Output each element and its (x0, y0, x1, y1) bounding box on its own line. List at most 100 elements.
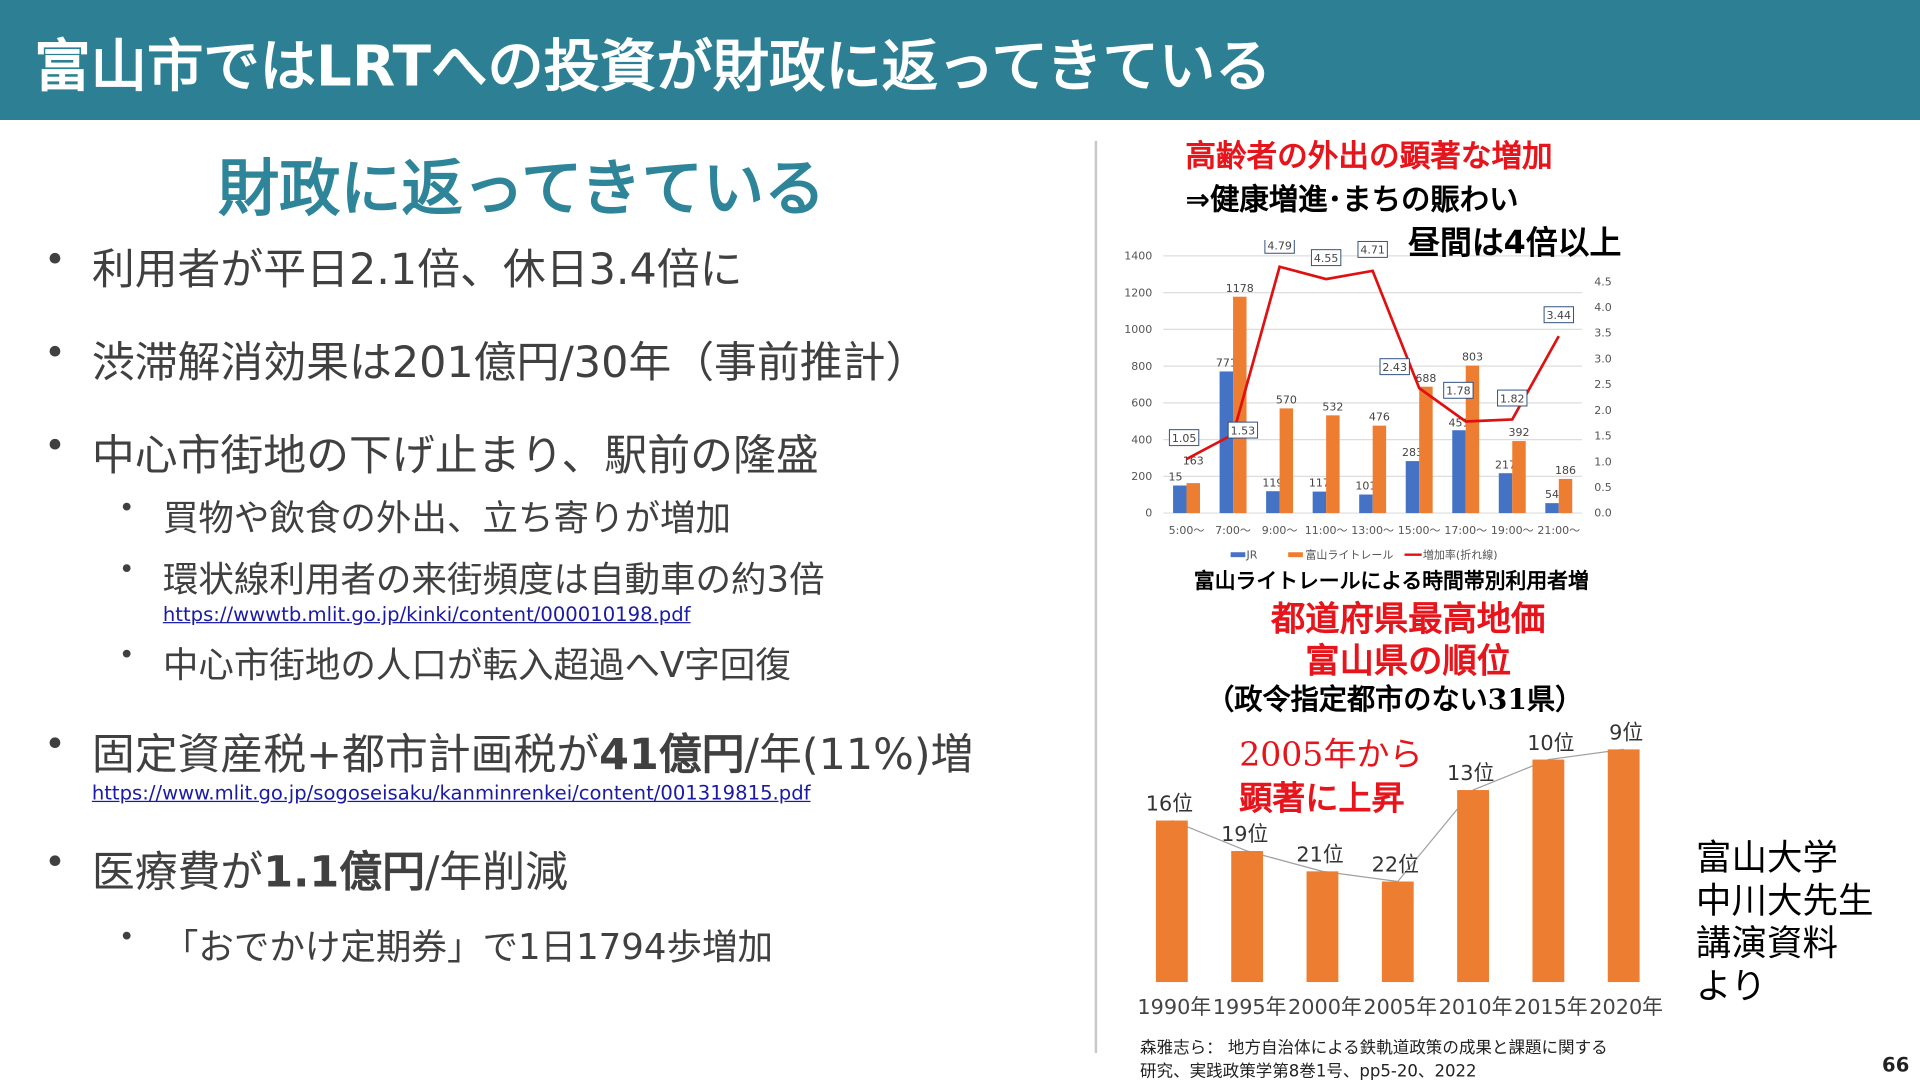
line-label-box (1357, 240, 1388, 258)
y2-tick-label: 4.0 (1594, 301, 1612, 314)
y2-tick-label: 1.5 (1594, 430, 1612, 443)
bar-lightrail (1372, 425, 1387, 514)
source-line: 中川大先生 (1695, 879, 1874, 921)
legend-lightrail-swatch (1288, 552, 1303, 558)
bar-lightrail (1558, 478, 1573, 514)
land-price-title: 都道府県最高地価 (1271, 598, 1546, 640)
page-number: 66 (1882, 1053, 1910, 1077)
bar-lightrail (1512, 441, 1526, 514)
line-label-box (1310, 249, 1342, 267)
bullet-post: /年(11%)増 (744, 731, 974, 781)
source-link[interactable]: https://www.mlit.go.jp/sogoseisaku/kanmi… (91, 781, 811, 805)
y2-tick-label: 2.0 (1594, 404, 1612, 417)
bar-jr (1405, 461, 1420, 514)
bullet-icon: • (44, 723, 66, 767)
bullet-icon: • (44, 238, 66, 282)
line-data-label: 1.82 (1500, 392, 1525, 405)
bullet-text: 中心市街地の人口が転入超過へV字回復 (162, 644, 791, 686)
line-data-label: 1.05 (1172, 432, 1197, 445)
rank-label: 19位 (1221, 822, 1268, 846)
bar-data-label: 283 (1402, 446, 1423, 459)
citation-line: 森雅志ら： 地方自治体による鉄軌道政策の成果と課題に関する (1140, 1038, 1608, 1058)
column-divider (1094, 140, 1098, 1054)
y-tick-label: 600 (1131, 397, 1152, 410)
x-tick-label: 11:00～ (1305, 524, 1348, 537)
bar-data-label: 688 (1415, 372, 1436, 385)
bullet-text: 買物や飲食の外出、立ち寄りが増加 (162, 497, 732, 539)
source-link[interactable]: https://wwwtb.mlit.go.jp/kinki/content/0… (162, 602, 691, 626)
legend-jr-swatch (1230, 552, 1246, 558)
bullet-text: 固定資産税+都市計画税が41億円/年(11%)増 (92, 720, 974, 782)
rank-bar (1306, 871, 1339, 983)
y2-tick-label: 3.5 (1594, 327, 1612, 340)
rank-label: 16位 (1146, 792, 1193, 816)
bullet-text: 環状線利用者の来街頻度は自動車の約3倍 (162, 558, 825, 601)
bar-data-label: 54 (1545, 488, 1559, 501)
y-tick-label: 1400 (1124, 250, 1152, 263)
citation-line: 研究、実践政策学第8巻1号、pp5-20、2022 (1140, 1061, 1477, 1081)
x-tick-label: 2000年 (1288, 995, 1362, 1019)
x-tick-label: 9:00～ (1262, 524, 1298, 537)
bullet-text: 渋滞解消効果は201億円/30年（事前推計） (91, 339, 929, 389)
bullet-icon: • (118, 493, 135, 525)
legend-label: JR (1246, 548, 1258, 561)
bar-data-label: 476 (1369, 411, 1390, 424)
elderly-heading: 高齢者の外出の顕著な増加 (1185, 138, 1553, 174)
bar-data-label: 392 (1508, 426, 1529, 439)
bar-data-label: 803 (1462, 351, 1483, 364)
bar-jr (1452, 430, 1466, 514)
x-tick-label: 2010年 (1439, 995, 1513, 1019)
bullet-icon: • (44, 841, 66, 885)
bullet-bold: 41億円 (599, 731, 745, 781)
chart2-note-2: 顕著に上昇 (1239, 780, 1405, 818)
line-data-label: 3.44 (1547, 309, 1572, 322)
rank-label: 10位 (1527, 731, 1574, 755)
bullet-post: /年削減 (424, 848, 568, 898)
rank-bar (1457, 790, 1489, 983)
line-label-box (1379, 358, 1410, 376)
land-price-rank-chart: 16位 1990年 19位 1995年 21位 2000年 22位 2005年 13位 2010年… (1137, 721, 1663, 1019)
line-label-box (1168, 429, 1200, 447)
rank-label: 9位 (1609, 721, 1643, 745)
rank-bar (1231, 851, 1264, 983)
bar-jr (1312, 491, 1327, 514)
bar-data-label: 1178 (1226, 282, 1254, 295)
bar-jr (1266, 491, 1280, 514)
bar-jr (1498, 473, 1513, 514)
bullet-icon: • (44, 331, 66, 375)
bullet-icon: • (118, 640, 135, 672)
rank-label: 22位 (1372, 853, 1419, 877)
title-bar (0, 0, 1920, 121)
y-tick-label: 1200 (1124, 286, 1152, 299)
bullet-pre: 医療費が (91, 848, 264, 898)
y2-tick-label: 0.0 (1594, 507, 1612, 520)
y-tick-label: 0 (1145, 507, 1152, 520)
bar-data-label: 186 (1555, 464, 1576, 477)
legend-label: 増加率(折れ線) (1423, 547, 1498, 561)
rank-bar (1532, 759, 1565, 983)
line-label-box (1543, 306, 1574, 324)
source-line: より (1695, 964, 1767, 1007)
bar-lightrail (1465, 365, 1480, 514)
y2-tick-label: 4.5 (1594, 275, 1612, 288)
y2-tick-label: 0.5 (1594, 481, 1612, 494)
bar-data-label: 15 (1169, 471, 1183, 484)
rank-bar (1607, 749, 1640, 983)
slide-title: 富山市ではLRTへの投資が財政に返ってきている (34, 33, 1272, 100)
legend-label: 富山ライトレール (1305, 547, 1393, 561)
x-tick-label: 2005年 (1363, 995, 1437, 1019)
x-tick-label: 1990年 (1137, 995, 1211, 1019)
section-subtitle: 財政に返ってきている (217, 153, 826, 225)
toyama-rank-title: 富山県の順位 (1305, 640, 1512, 681)
x-tick-label: 2020年 (1589, 995, 1663, 1019)
bullet-pre: 固定資産税+都市計画税が (91, 731, 600, 781)
rank-bar (1381, 881, 1414, 983)
bullet-icon: • (118, 922, 135, 953)
line-data-label: 4.79 (1267, 240, 1292, 253)
bar-jr (1173, 485, 1187, 514)
y2-tick-label: 2.5 (1594, 378, 1612, 391)
y2-tick-label: 1.0 (1594, 455, 1612, 468)
bar-data-label: 101 (1355, 480, 1376, 493)
bullet-text: 医療費が1.1億円/年削減 (92, 838, 568, 900)
